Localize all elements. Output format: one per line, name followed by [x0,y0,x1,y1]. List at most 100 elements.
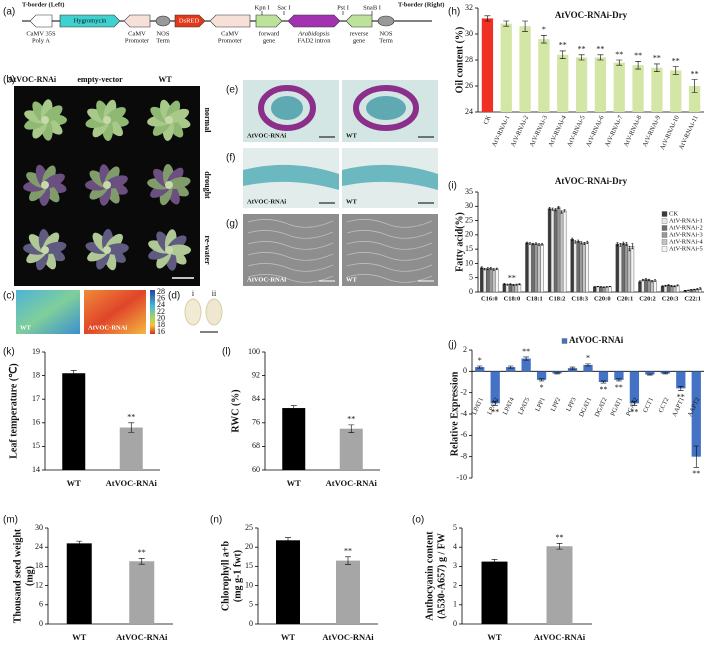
rosette-center [103,116,111,124]
bar [632,65,644,112]
error-bar [128,422,135,433]
element-label: CaMV [128,30,146,37]
bar [567,368,578,372]
y-axis-label: Anthocyanin content [424,531,435,621]
error-bar [538,378,545,382]
y-tick-label: 0 [469,287,473,296]
y-tick-label: 84 [252,394,260,403]
y-tick-label: 17 [32,394,40,403]
bar [550,208,555,293]
x-tick-label: CCT2 [657,397,670,414]
panel-label: (e) [226,85,238,96]
legend-swatch [661,232,668,238]
error-bar [662,372,669,375]
seed-texture [247,241,334,250]
significance: ** [522,347,530,356]
y-tick-label: 20 [465,230,473,239]
bar [492,269,496,293]
bar [129,561,155,624]
row-label: normal [203,108,212,134]
construct-element [123,14,151,28]
error-bar [495,267,498,271]
construct-element [174,14,206,28]
error-bar [492,268,495,271]
x-tick-label: C22:1 [684,295,701,302]
error-bar [622,241,625,246]
thermal-image [16,290,80,334]
significance: ** [691,69,699,78]
bar [663,285,668,293]
bar [481,561,508,624]
significance: ** [344,547,352,556]
legend-swatch [661,211,668,217]
error-bar [483,267,486,271]
bar [618,244,623,293]
error-bar [554,372,560,375]
bar [480,267,484,293]
y-tick-label: 14 [32,465,40,474]
bar [660,371,670,374]
error-bar [480,266,483,269]
element-label: Term [379,37,393,44]
bar [511,284,516,293]
bar [621,243,626,293]
element-label: CaMV [221,30,239,37]
y-tick-label: 92 [252,370,260,379]
significance: ** [615,383,623,392]
error-bar [563,209,566,213]
element-label: gene [353,37,365,44]
y-tick-label: 10 [245,580,253,589]
error-bar [583,241,586,245]
significance: ** [634,51,642,60]
y-tick-label: 6 [39,600,43,609]
error-bar [635,61,642,70]
legend-label: AtV-RNAi-5 [669,245,703,252]
error-bar [551,207,554,211]
x-tick-label: AtV-RNAi-8 [623,115,644,149]
bar [585,242,589,293]
y-tick-label: 30 [35,523,43,532]
x-tick-label: C20:2 [639,295,656,302]
bar [666,284,671,293]
significance: ** [672,56,680,65]
bar [579,242,583,293]
error-bar [523,356,529,361]
bar [557,54,569,112]
significance: ** [596,45,604,54]
colorbar-label: 16 [157,327,165,336]
error-bar [571,237,574,241]
y-tick-label: 76 [252,418,260,427]
seed-texture [247,252,334,261]
error-bar [673,285,676,288]
x-tick-label: LPP2 [550,397,562,413]
y-axis-label: RWC (%) [230,389,241,432]
construct-element [59,14,121,28]
y-tick-label: 25 [245,523,253,532]
panel-label: (l) [222,347,231,358]
y-tick-label: 35 [465,187,473,196]
bar [475,367,485,372]
error-bar [676,284,679,287]
rosette-center [165,181,173,189]
y-tick-label: -6 [460,430,467,439]
bar [676,371,686,389]
x-tick-label: WT [287,478,302,488]
error-bar [569,366,576,370]
y-tick-label: -2 [460,387,467,396]
construct-element [29,14,53,28]
error-bar [654,279,656,282]
error-bar [678,385,684,391]
image-label: AtVOC-RNAi [88,324,127,331]
leaf [104,243,129,255]
row-label: drought [203,171,212,199]
bar [691,371,701,457]
bar [653,280,657,293]
seed-texture [346,241,433,250]
bar [593,286,597,293]
colorbar [150,290,155,334]
element-label: Hygromycin [74,17,108,24]
element-label: reverse [350,30,369,37]
element-label: Promoter [125,37,150,44]
panel-label: (i) [448,181,457,192]
error-bar [560,210,563,214]
